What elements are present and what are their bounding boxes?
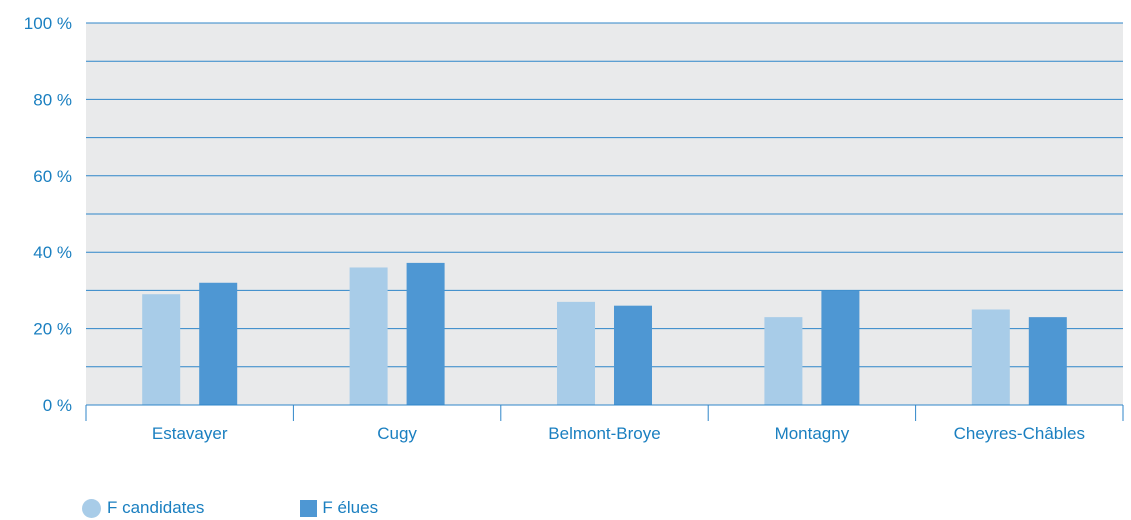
legend-item-elues: F élues — [300, 498, 378, 518]
bar-elues — [614, 305, 652, 405]
legend-label-elues: F élues — [322, 498, 379, 517]
legend-item-candidates: F candidates — [82, 498, 204, 518]
y-tick-label: 0 % — [43, 396, 72, 415]
x-tick-label: Cheyres-Châbles — [954, 424, 1085, 443]
bar-candidates — [557, 301, 595, 405]
y-tick-label: 80 % — [33, 90, 72, 109]
bar-candidates — [971, 309, 1010, 405]
bar-candidates — [349, 267, 388, 405]
bar-chart: 0 % 20 % 40 % 60 % 80 % 100 % Estavayer Cugy Bel… — [24, 14, 1124, 443]
legend-label-candidates: F candidates — [107, 498, 205, 517]
bar-elues — [199, 282, 238, 405]
y-tick-label: 60 % — [33, 167, 72, 186]
legend-swatch-elues — [300, 499, 318, 517]
bar-candidates — [142, 294, 181, 405]
legend: F candidates F élues — [82, 496, 378, 520]
x-tick-label: Belmont-Broye — [548, 424, 660, 443]
bar-elues — [406, 262, 445, 405]
y-tick-label: 100 % — [24, 14, 72, 33]
legend-swatch-candidates — [82, 498, 101, 518]
y-tick-label: 20 % — [33, 320, 72, 339]
x-tick-label: Estavayer — [152, 424, 228, 443]
x-tick-label: Montagny — [775, 424, 850, 443]
bar-elues — [821, 290, 860, 405]
x-tick-label: Cugy — [377, 424, 417, 443]
bar-candidates — [764, 317, 803, 405]
y-tick-label: 40 % — [33, 243, 72, 262]
bar-elues — [1028, 317, 1067, 405]
